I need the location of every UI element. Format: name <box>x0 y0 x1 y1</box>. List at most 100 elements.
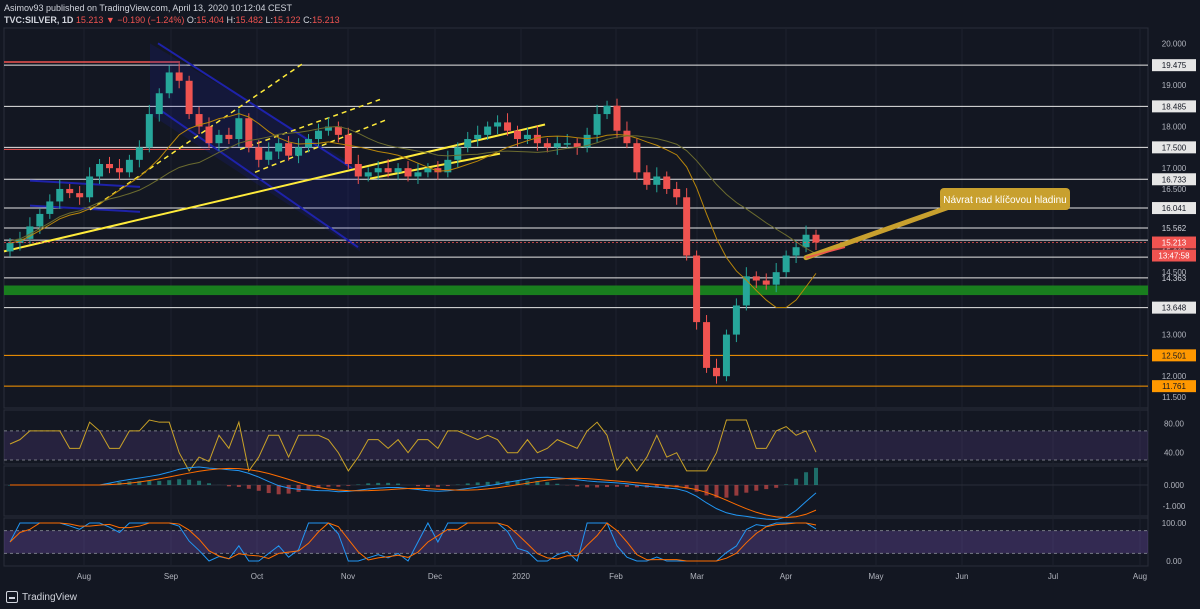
current-price-badge <box>1152 236 1196 249</box>
candle-body <box>573 143 581 148</box>
macd-histogram-bar <box>774 485 779 488</box>
level-label: 16.733 <box>1162 175 1187 184</box>
level-label: 13.648 <box>1162 304 1187 313</box>
rsi-band <box>4 430 1148 460</box>
macd-pane-frame <box>3 465 1149 517</box>
candle-body <box>653 176 661 185</box>
candle-body <box>205 126 213 144</box>
countdown-label: 13:47:58 <box>1158 252 1190 261</box>
candle-body <box>165 72 173 94</box>
x-tick-label: Apr <box>780 572 793 581</box>
macd-histogram-bar <box>246 485 251 489</box>
candle-body <box>553 143 561 148</box>
candle-body <box>394 168 402 173</box>
candle-body <box>504 122 512 131</box>
channel-upper-line <box>157 42 353 169</box>
high-value: 15.482 <box>235 15 263 25</box>
macd-histogram-bar <box>226 485 231 487</box>
candle-body <box>434 168 442 173</box>
macd-histogram-bar <box>575 485 580 487</box>
blue-channel-fill <box>150 43 360 252</box>
candle-body <box>66 188 74 194</box>
candle-body <box>404 168 412 177</box>
macd-histogram-bar <box>465 483 470 485</box>
macd-histogram-bar <box>396 483 401 485</box>
stochastic-band <box>4 530 1148 554</box>
tradingview-logo-icon <box>6 591 18 603</box>
annotation-arrow <box>803 198 968 261</box>
stochastic-k-line <box>9 521 817 562</box>
candle-body <box>543 143 551 148</box>
candle-body <box>613 105 621 131</box>
price-change: ▼ −0.190 (−1.24%) <box>105 15 185 25</box>
brand-label: TradingView <box>22 591 78 603</box>
macd-histogram-bar <box>654 485 659 488</box>
candle-body <box>364 172 372 177</box>
candle-body <box>56 188 64 202</box>
macd-histogram-bar <box>585 485 590 488</box>
macd-histogram-bar <box>624 485 629 487</box>
candle-body <box>663 176 671 189</box>
yellow-dashed-line <box>89 61 306 211</box>
candle-body <box>195 114 203 127</box>
macd-histogram-bar <box>475 482 480 485</box>
candle-body <box>583 134 591 148</box>
candle-body <box>155 93 163 115</box>
countdown-badge <box>1152 249 1196 262</box>
macd-signal-line <box>10 467 817 519</box>
macd-histogram-bar <box>754 485 759 491</box>
x-tick-label: May <box>868 572 883 581</box>
macd-histogram-bar <box>535 480 540 485</box>
macd-histogram-bar <box>336 485 341 487</box>
rsi-tick-label: 40.00 <box>1164 449 1185 458</box>
candle-body <box>324 126 332 131</box>
candle-body <box>334 126 342 135</box>
candle-body <box>633 143 641 173</box>
annotation-label: Návrat nad klíčovou hladinu <box>943 195 1066 206</box>
macd-histogram-bar <box>684 485 689 489</box>
candle-body <box>513 130 521 140</box>
candle-body <box>125 159 133 173</box>
macd-histogram-bar <box>784 484 789 485</box>
annotation-pointer <box>805 246 846 259</box>
macd-histogram-bar <box>734 485 739 496</box>
x-tick-label: Aug <box>1133 572 1147 581</box>
candle-body <box>474 134 482 140</box>
level-badge <box>1152 100 1196 113</box>
macd-histogram-bar <box>236 485 241 487</box>
macd-histogram-bar <box>266 485 271 494</box>
candle-body <box>722 334 730 377</box>
open-label: O: <box>186 15 197 25</box>
candle-body <box>106 163 114 169</box>
candle-body <box>115 168 123 173</box>
macd-histogram-bar <box>555 483 560 485</box>
macd-histogram-bar <box>346 485 351 486</box>
channel-lower-line <box>159 109 359 249</box>
x-tick-label: Mar <box>690 572 704 581</box>
high-label: H: <box>226 15 236 25</box>
macd-histogram-bar <box>605 485 610 488</box>
level-label: 15.562 <box>1162 224 1187 233</box>
candle-body <box>703 322 711 368</box>
macd-histogram-bar <box>694 485 699 492</box>
tradingview-brand[interactable]: TradingView <box>6 591 77 603</box>
macd-histogram-bar <box>177 479 182 485</box>
stochastic-tick-label: 100.00 <box>1162 519 1187 528</box>
x-tick-label: Nov <box>341 572 355 581</box>
macd-histogram-bar <box>376 482 381 485</box>
macd-line <box>10 466 817 521</box>
symbol-line: TVC:SILVER, 1D 15.213 ▼ −0.190 (−1.24%) … <box>4 15 340 26</box>
candle-body <box>772 272 780 285</box>
candle-body <box>96 163 104 177</box>
level-label: 19.475 <box>1162 61 1187 70</box>
macd-histogram-bar <box>764 485 769 490</box>
candle-body <box>643 172 651 185</box>
macd-histogram-bar <box>366 483 371 485</box>
macd-histogram-bar <box>545 482 550 485</box>
candle-body <box>752 276 760 281</box>
moving-average-line <box>9 113 817 309</box>
level-badge <box>1152 141 1196 154</box>
x-tick-label: Feb <box>609 572 623 581</box>
price-tick-label: 18.000 <box>1162 123 1187 132</box>
